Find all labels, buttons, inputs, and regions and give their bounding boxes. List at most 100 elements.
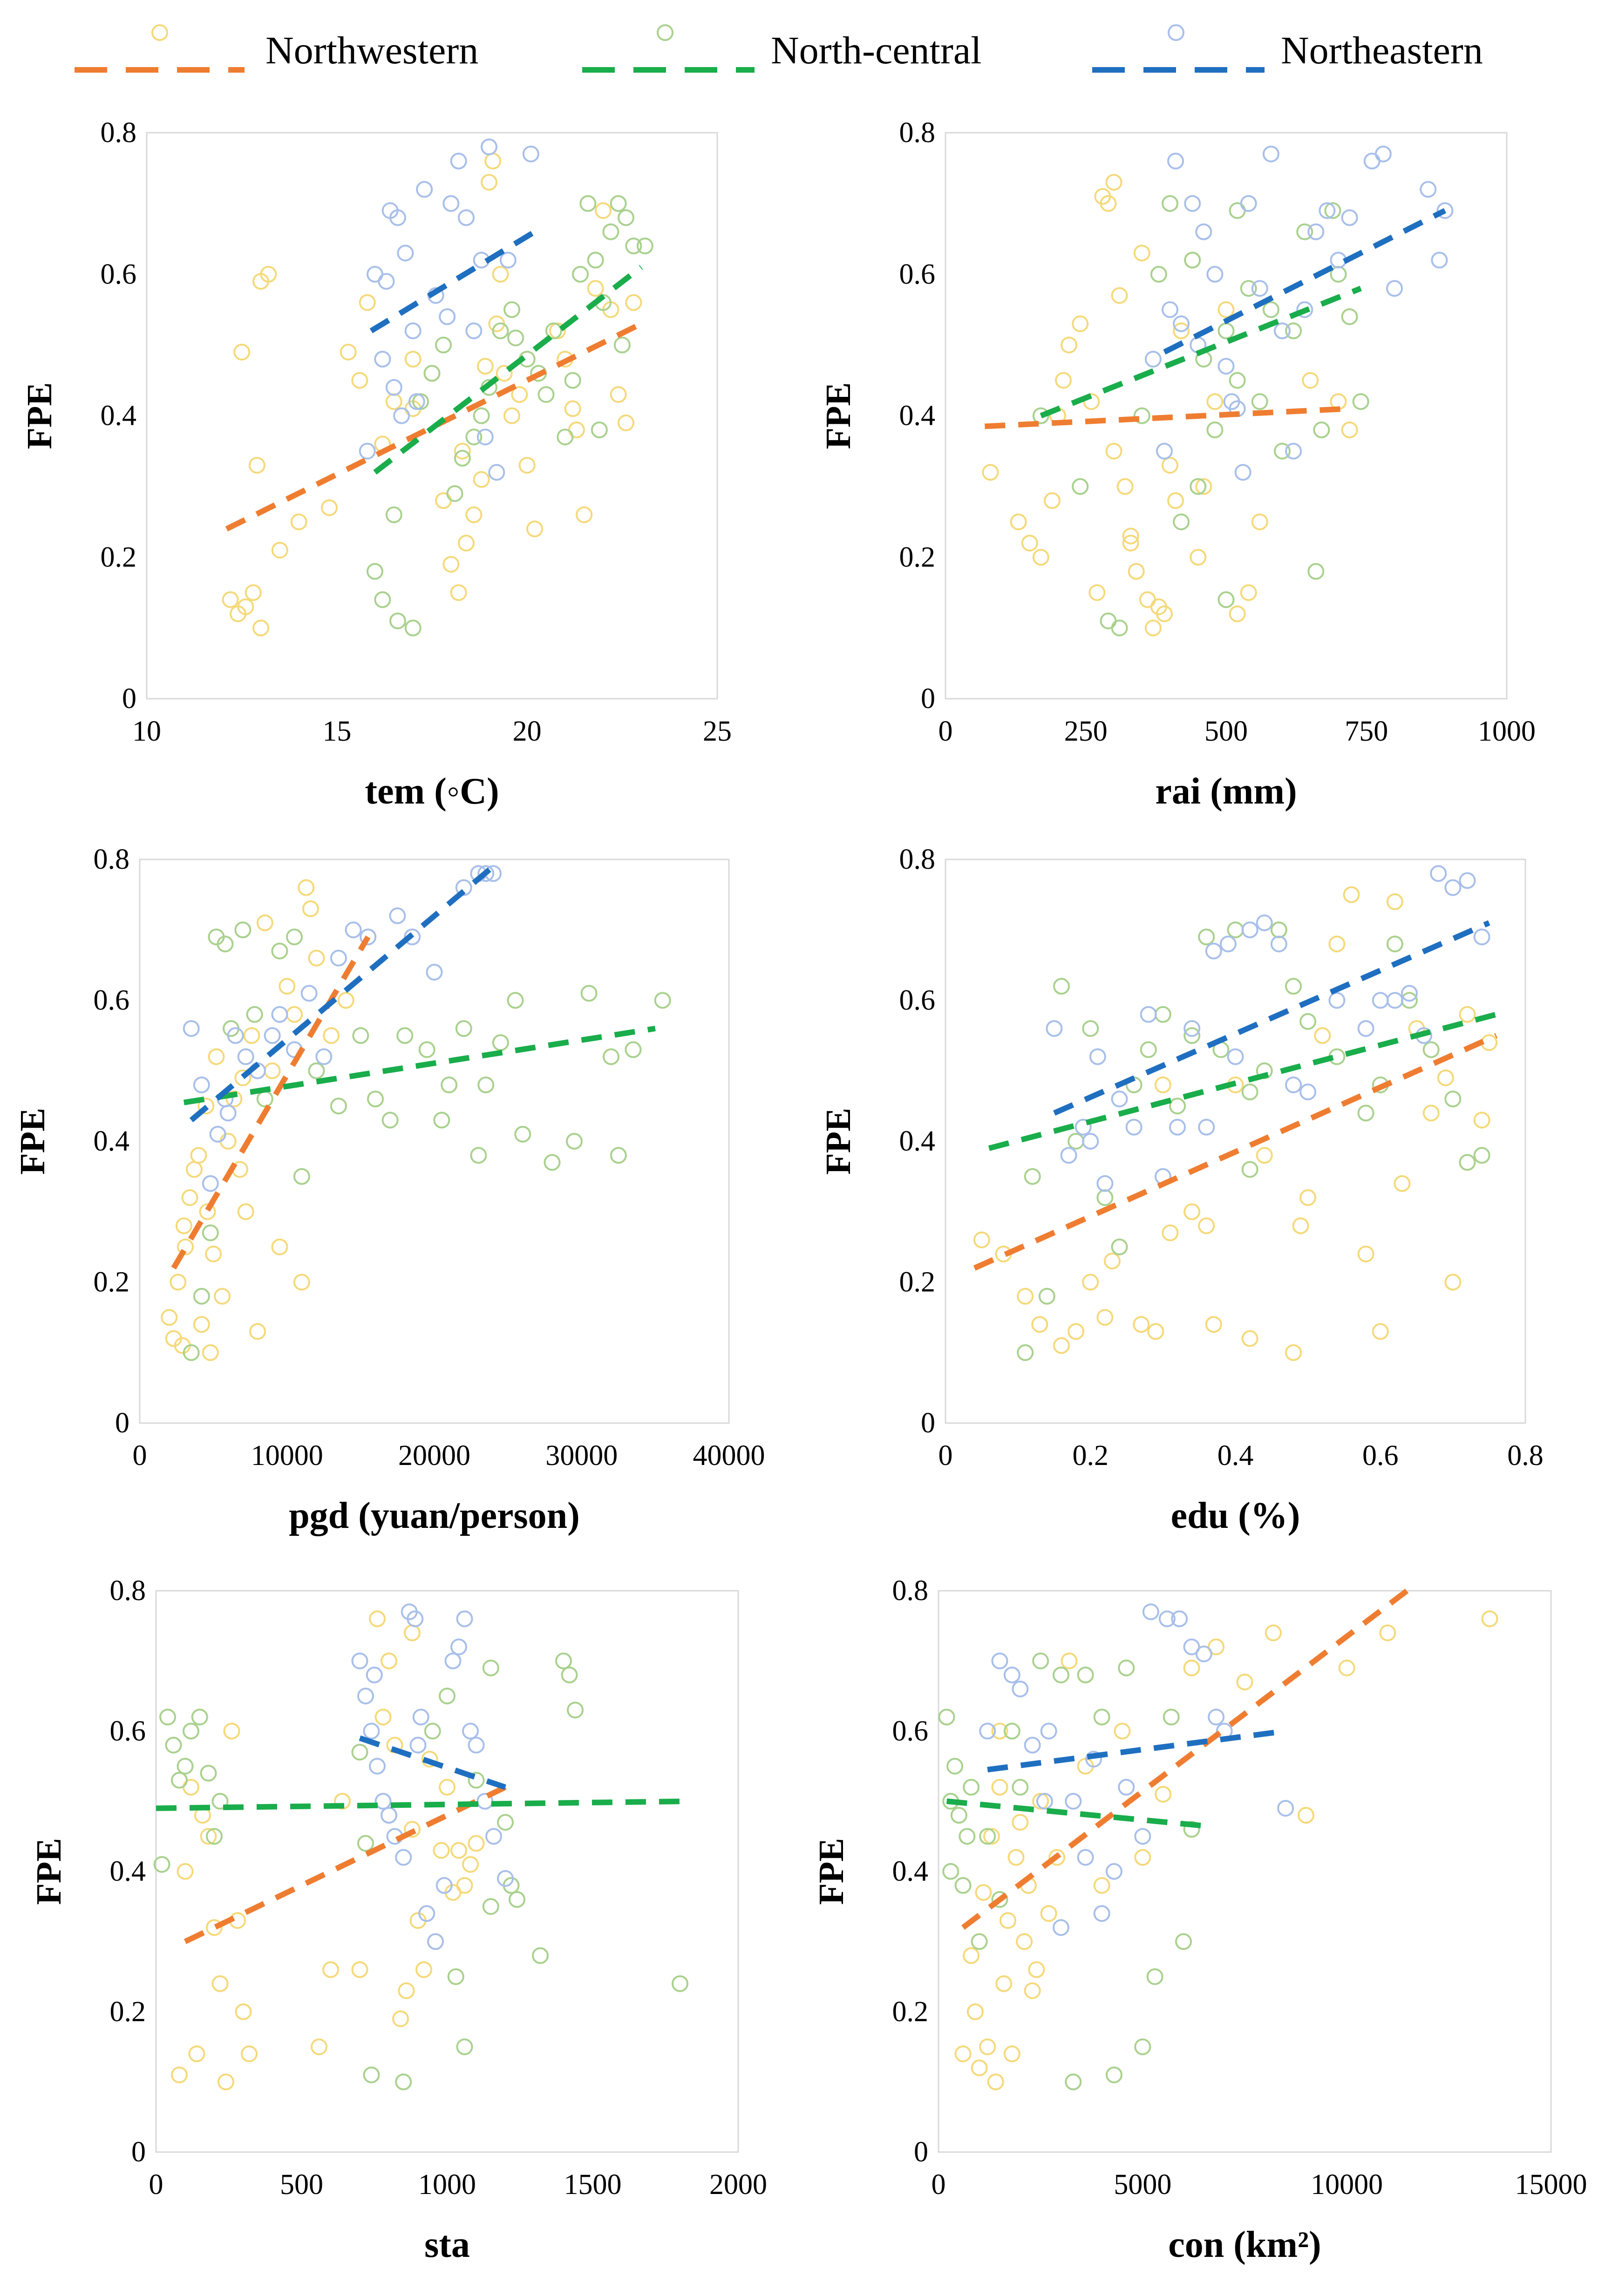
- x-tick-label: 25: [703, 715, 732, 747]
- data-point-northwestern: [252, 620, 269, 637]
- data-point-northwestern: [311, 2038, 327, 2056]
- data-point-northwestern: [1343, 886, 1360, 903]
- y-tick-label: 0.6: [110, 1715, 146, 1747]
- data-point-north-central: [455, 1020, 472, 1037]
- series-northeastern: [979, 1603, 1294, 1936]
- data-point-north-central: [610, 195, 627, 212]
- x-tick-label: 15: [322, 715, 351, 747]
- data-point-northeastern: [264, 1027, 281, 1044]
- data-point-northwestern: [374, 1709, 392, 1726]
- data-point-north-central: [1206, 421, 1224, 438]
- data-point-north-central: [454, 450, 471, 467]
- data-point-north-central: [1190, 478, 1207, 495]
- x-tick-label: 10000: [1311, 2169, 1383, 2201]
- data-point-north-central: [286, 928, 303, 946]
- data-point-northeastern: [1118, 1778, 1135, 1796]
- data-point-northwestern: [1111, 287, 1128, 304]
- y-axis-label: FPE: [13, 1108, 52, 1175]
- y-tick-label: 0.6: [94, 985, 130, 1016]
- trend-line-northwestern: [973, 1033, 1498, 1271]
- data-point-northwestern: [564, 400, 581, 417]
- data-point-northwestern: [625, 294, 642, 311]
- data-point-northwestern: [308, 949, 325, 967]
- data-point-northeastern: [1060, 1147, 1077, 1164]
- data-point-north-central: [1118, 1659, 1135, 1676]
- data-point-north-central: [1198, 928, 1215, 946]
- data-point-northeastern: [1183, 1020, 1201, 1037]
- data-point-northeastern: [369, 1758, 386, 1775]
- data-point-northeastern: [1436, 202, 1454, 219]
- data-point-northwestern: [1292, 1217, 1309, 1234]
- data-point-northwestern: [404, 1821, 421, 1838]
- data-point-northwestern: [1012, 1814, 1029, 1831]
- data-point-northwestern: [1314, 1027, 1331, 1044]
- data-point-northeastern: [1256, 914, 1273, 932]
- x-tick-label: 1000: [418, 2169, 476, 2201]
- data-point-north-central: [1163, 1709, 1180, 1726]
- data-point-northwestern: [369, 1610, 386, 1628]
- y-tick-label: 0: [921, 683, 935, 715]
- data-point-northeastern: [359, 443, 376, 460]
- data-point-northwestern: [1481, 1034, 1498, 1051]
- chart-4: 0 0.2 0.4 0.6 0.8 0 0.2 0.4 0.6 0.8 edu (%) FPE: [819, 844, 1544, 1536]
- data-point-northeastern: [1140, 1006, 1157, 1023]
- data-point-northwestern: [1021, 534, 1038, 552]
- data-point-northeastern: [1077, 1849, 1094, 1866]
- data-point-northeastern: [1125, 1118, 1143, 1136]
- data-point-north-central: [1068, 1133, 1085, 1150]
- data-point-north-central: [532, 1947, 549, 1964]
- trend-line-northwestern: [184, 1785, 507, 1944]
- data-point-northwestern: [618, 414, 634, 431]
- data-point-northwestern: [1031, 1316, 1048, 1333]
- data-point-north-central: [447, 1968, 464, 1985]
- trend-line-north-central: [988, 1011, 1497, 1151]
- data-point-northeastern: [1227, 1048, 1244, 1065]
- data-point-northeastern: [374, 351, 391, 368]
- data-point-north-central: [1229, 372, 1246, 389]
- data-point-north-central: [1341, 308, 1358, 325]
- data-point-north-central: [610, 1147, 627, 1164]
- series-north-central: [938, 1652, 1200, 2091]
- plot-area: [155, 1590, 739, 2153]
- data-point-northwestern: [1357, 1246, 1374, 1262]
- data-point-north-central: [492, 322, 509, 340]
- data-point-northeastern: [1285, 443, 1302, 460]
- data-point-northeastern: [385, 379, 402, 396]
- data-point-northwestern: [1473, 1111, 1490, 1129]
- data-point-northwestern: [1032, 1792, 1049, 1810]
- y-tick-label: 0.8: [899, 844, 936, 875]
- data-point-north-central: [497, 1814, 514, 1831]
- data-point-northwestern: [1068, 1323, 1085, 1340]
- y-tick-label: 0: [921, 1407, 935, 1439]
- data-point-north-central: [482, 1659, 499, 1676]
- data-point-north-central: [374, 591, 391, 608]
- data-point-north-central: [352, 1027, 369, 1044]
- data-point-northwestern: [233, 343, 251, 361]
- data-point-northeastern: [1206, 266, 1224, 283]
- data-point-northwestern: [421, 1751, 438, 1768]
- data-point-north-central: [625, 238, 642, 254]
- data-point-northwestern: [465, 506, 483, 524]
- data-point-northwestern: [248, 456, 265, 474]
- data-point-north-central: [1386, 935, 1403, 953]
- data-point-northwestern: [271, 1238, 288, 1255]
- data-point-northwestern: [966, 2003, 984, 2020]
- data-point-northwestern: [1093, 1877, 1110, 1894]
- data-point-northeastern: [209, 1125, 226, 1143]
- data-point-northwestern: [177, 1238, 194, 1255]
- data-point-northwestern: [351, 372, 368, 389]
- data-point-northwestern: [1422, 1104, 1440, 1122]
- data-point-northwestern: [1156, 605, 1173, 622]
- data-point-northeastern: [1296, 301, 1313, 318]
- data-point-northwestern: [404, 1624, 421, 1642]
- data-point-north-central: [503, 301, 520, 318]
- trend-line-north-central: [373, 265, 643, 475]
- data-point-northeastern: [412, 1709, 429, 1726]
- data-point-north-central: [1077, 1666, 1094, 1683]
- data-point-northwestern: [1105, 174, 1122, 191]
- chart-5: 0 0.2 0.4 0.6 0.8 0 500 1000 1500 2000 sta FPE: [29, 1575, 767, 2265]
- data-point-northwestern: [1256, 1147, 1273, 1164]
- data-point-northwestern: [1162, 456, 1178, 474]
- data-point-north-central: [1227, 921, 1244, 939]
- data-point-north-central: [206, 1828, 223, 1845]
